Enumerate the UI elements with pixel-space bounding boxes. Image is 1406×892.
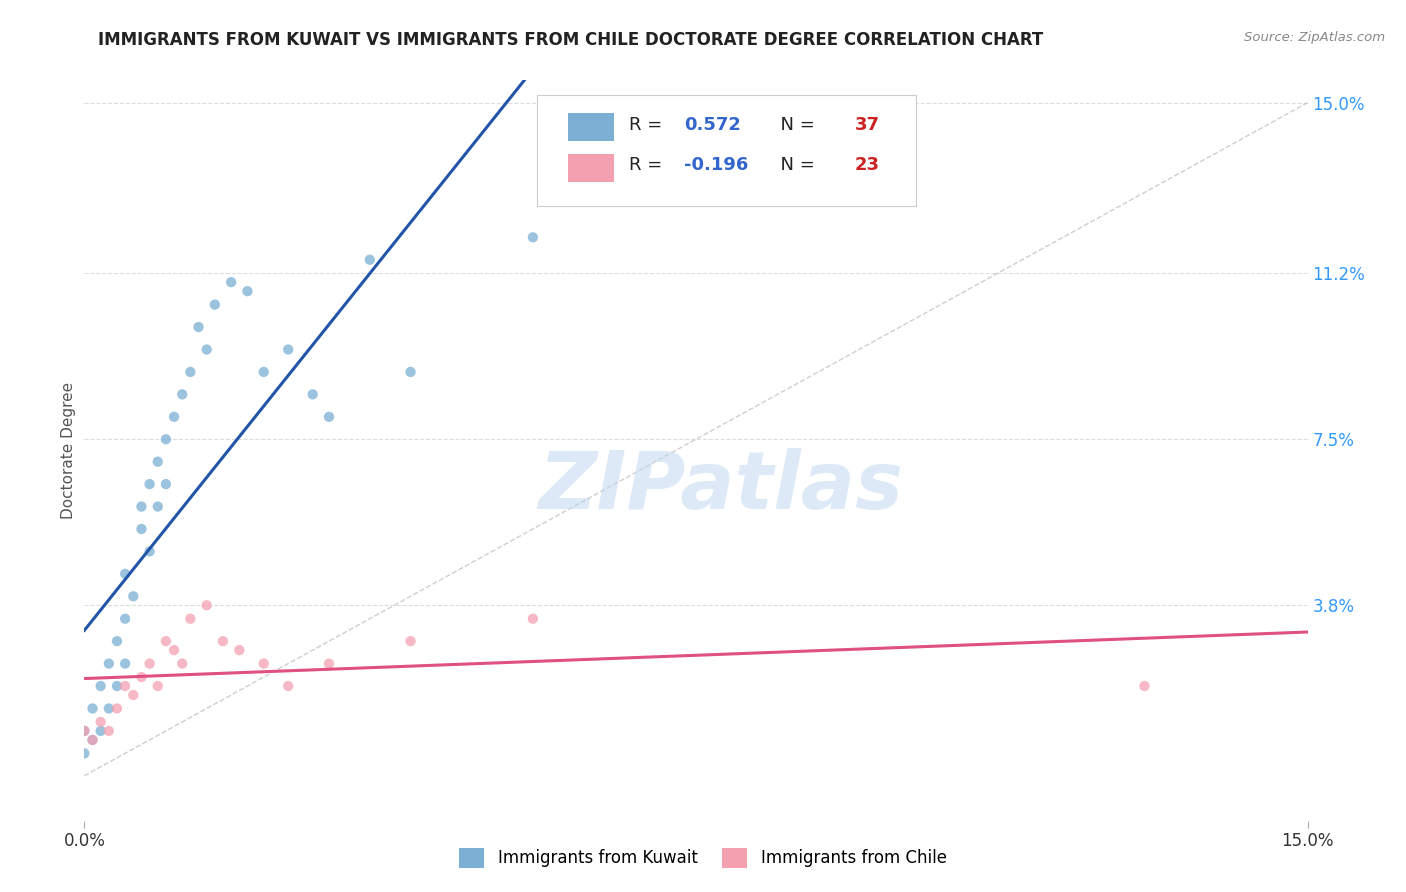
- Point: [105, 634, 128, 648]
- Point: [204, 298, 226, 312]
- Point: [219, 275, 242, 289]
- Point: [131, 500, 153, 514]
- Point: [155, 432, 177, 446]
- Text: R =: R =: [628, 116, 668, 134]
- Point: [228, 643, 250, 657]
- Point: [90, 679, 112, 693]
- Point: [73, 723, 96, 738]
- Text: N =: N =: [769, 116, 821, 134]
- Point: [138, 477, 160, 491]
- Text: ZIPatlas: ZIPatlas: [538, 449, 903, 526]
- FancyBboxPatch shape: [537, 95, 917, 206]
- Point: [236, 284, 259, 298]
- Point: [155, 634, 177, 648]
- Text: 37: 37: [855, 116, 880, 134]
- Text: Source: ZipAtlas.com: Source: ZipAtlas.com: [1244, 31, 1385, 45]
- Text: N =: N =: [769, 156, 821, 175]
- Point: [82, 732, 104, 747]
- Point: [277, 343, 299, 357]
- Point: [146, 455, 169, 469]
- Point: [114, 679, 136, 693]
- Text: R =: R =: [628, 156, 668, 175]
- Point: [277, 679, 299, 693]
- Text: IMMIGRANTS FROM KUWAIT VS IMMIGRANTS FROM CHILE DOCTORATE DEGREE CORRELATION CHA: IMMIGRANTS FROM KUWAIT VS IMMIGRANTS FRO…: [98, 31, 1043, 49]
- Point: [131, 522, 153, 536]
- Point: [146, 500, 169, 514]
- Point: [172, 657, 194, 671]
- Point: [122, 688, 145, 702]
- Point: [90, 723, 112, 738]
- Point: [82, 732, 104, 747]
- Point: [195, 343, 218, 357]
- Point: [163, 643, 186, 657]
- Point: [399, 365, 422, 379]
- Point: [399, 634, 422, 648]
- Point: [73, 723, 96, 738]
- Legend: Immigrants from Kuwait, Immigrants from Chile: Immigrants from Kuwait, Immigrants from …: [453, 841, 953, 875]
- Point: [359, 252, 381, 267]
- Point: [318, 657, 340, 671]
- FancyBboxPatch shape: [568, 113, 614, 141]
- Point: [212, 634, 235, 648]
- Point: [253, 657, 276, 671]
- Point: [114, 657, 136, 671]
- Point: [138, 657, 160, 671]
- Point: [179, 365, 201, 379]
- FancyBboxPatch shape: [568, 153, 614, 182]
- Point: [97, 723, 120, 738]
- Point: [172, 387, 194, 401]
- Point: [114, 566, 136, 581]
- Point: [253, 365, 276, 379]
- Point: [187, 320, 209, 334]
- Point: [1133, 679, 1156, 693]
- Point: [301, 387, 323, 401]
- Point: [105, 679, 128, 693]
- Text: 23: 23: [855, 156, 880, 175]
- Point: [90, 714, 112, 729]
- Point: [155, 477, 177, 491]
- Point: [195, 599, 218, 613]
- Point: [97, 701, 120, 715]
- Point: [131, 670, 153, 684]
- Point: [146, 679, 169, 693]
- Point: [163, 409, 186, 424]
- Point: [97, 657, 120, 671]
- Point: [73, 747, 96, 761]
- Point: [179, 612, 201, 626]
- Point: [122, 589, 145, 603]
- Point: [138, 544, 160, 558]
- Point: [318, 409, 340, 424]
- Y-axis label: Doctorate Degree: Doctorate Degree: [60, 382, 76, 519]
- Point: [522, 230, 544, 244]
- Point: [82, 701, 104, 715]
- Point: [522, 612, 544, 626]
- Point: [105, 701, 128, 715]
- Text: 0.572: 0.572: [683, 116, 741, 134]
- Text: -0.196: -0.196: [683, 156, 748, 175]
- Point: [114, 612, 136, 626]
